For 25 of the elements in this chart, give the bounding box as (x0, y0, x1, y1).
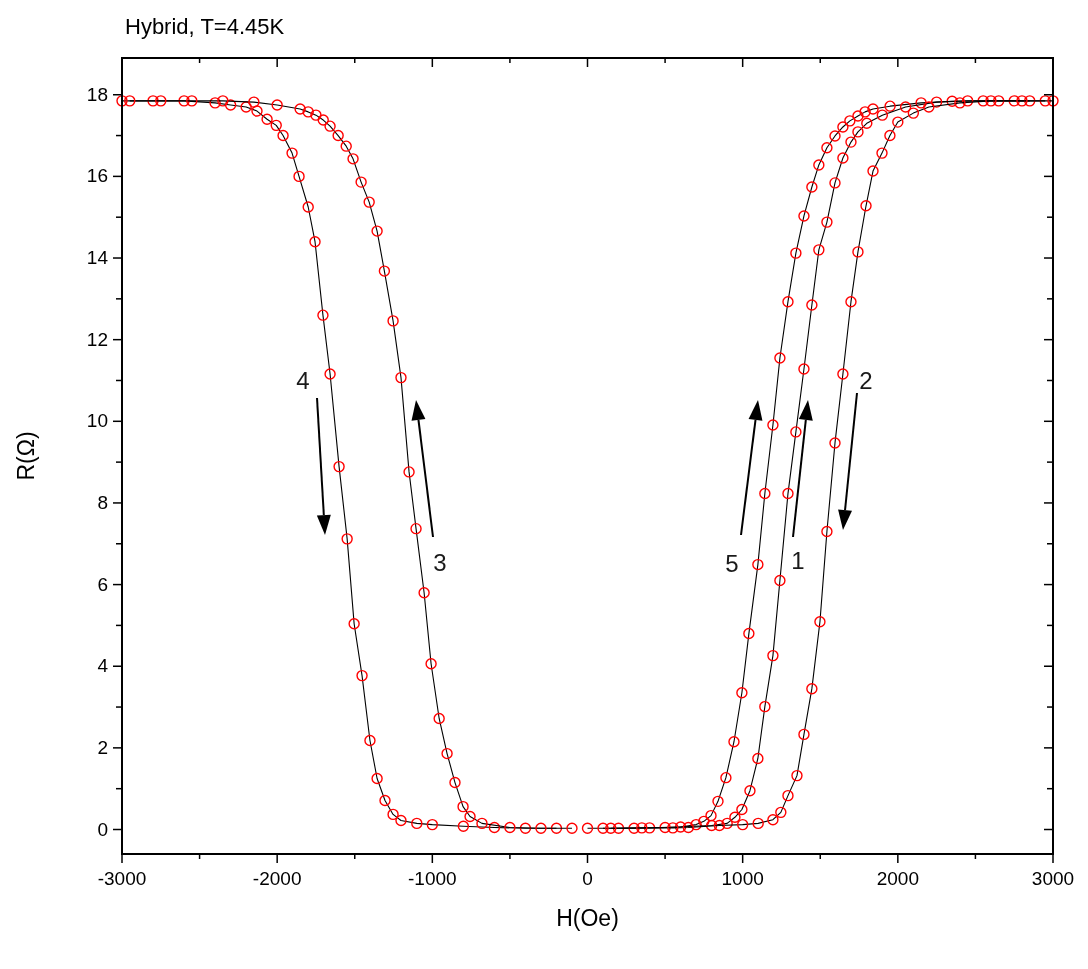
x-tick-label: 2000 (876, 868, 919, 889)
x-tick-label: 1000 (721, 868, 764, 889)
x-tick-label: -2000 (252, 868, 302, 889)
annotation: 2 (859, 367, 873, 394)
annotation: 4 (296, 367, 310, 394)
y-tick-label: 12 (86, 328, 108, 350)
annotation: 3 (433, 549, 447, 576)
y-tick-label: 0 (97, 818, 108, 840)
annotation: 1 (791, 547, 805, 574)
y-tick-label: 18 (86, 83, 108, 105)
chart-title: Hybrid, T=4.45K (125, 14, 285, 39)
y-tick-label: 8 (97, 491, 108, 513)
y-tick-label: 4 (97, 655, 109, 677)
y-tick-label: 10 (86, 410, 108, 432)
annotation: 5 (725, 550, 739, 577)
y-tick-label: 16 (86, 165, 108, 187)
x-axis-title: H(Oe) (556, 905, 619, 931)
y-tick-label: 2 (97, 736, 108, 758)
y-tick-label: 6 (97, 573, 108, 595)
y-axis-title: R(Ω) (13, 431, 39, 481)
y-tick-label: 14 (86, 247, 109, 269)
x-tick-label: 3000 (1031, 868, 1075, 889)
x-tick-label: -3000 (97, 868, 147, 889)
x-tick-label: -1000 (408, 868, 457, 889)
x-tick-label: 0 (582, 868, 593, 889)
